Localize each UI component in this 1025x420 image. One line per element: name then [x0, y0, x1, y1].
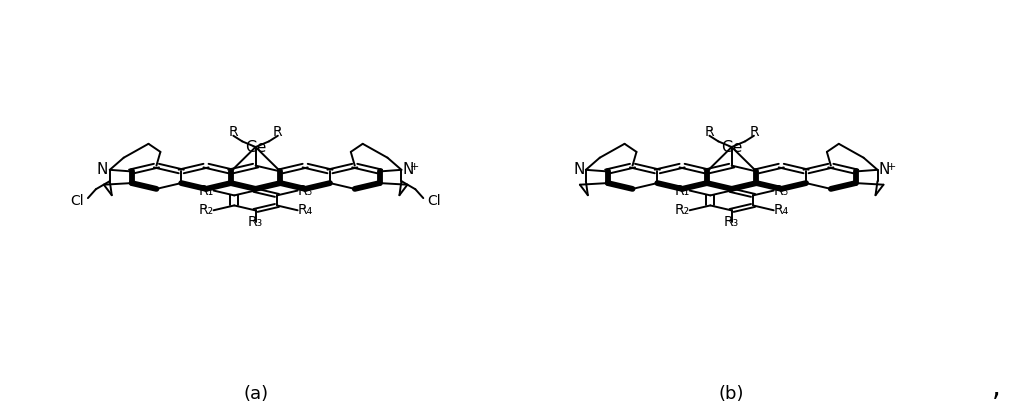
Text: R₃: R₃	[248, 215, 263, 229]
Text: R₁: R₁	[199, 184, 213, 197]
Text: +: +	[887, 162, 896, 172]
Text: R₂: R₂	[199, 203, 213, 217]
Text: +: +	[410, 162, 419, 172]
Text: R₃: R₃	[724, 215, 739, 229]
Text: ,: ,	[992, 374, 1001, 402]
Text: R₄: R₄	[297, 203, 313, 217]
Text: Ge: Ge	[245, 139, 266, 155]
Text: Cl: Cl	[427, 194, 441, 208]
Text: R₂: R₂	[674, 203, 690, 217]
Text: (a): (a)	[243, 386, 269, 404]
Text: R: R	[229, 125, 238, 139]
Text: R₁: R₁	[674, 184, 690, 197]
Text: Cl: Cl	[71, 194, 84, 208]
Text: R: R	[273, 125, 283, 139]
Text: R: R	[704, 125, 714, 139]
Text: N: N	[573, 162, 584, 176]
Text: R₅: R₅	[774, 184, 789, 197]
Text: Ge: Ge	[721, 139, 742, 155]
Text: N: N	[97, 162, 109, 176]
Text: R₄: R₄	[774, 203, 789, 217]
Text: R₅: R₅	[297, 184, 313, 197]
Text: R: R	[749, 125, 758, 139]
Text: N: N	[879, 162, 891, 176]
Text: N: N	[403, 162, 414, 176]
Text: (b): (b)	[719, 386, 744, 404]
